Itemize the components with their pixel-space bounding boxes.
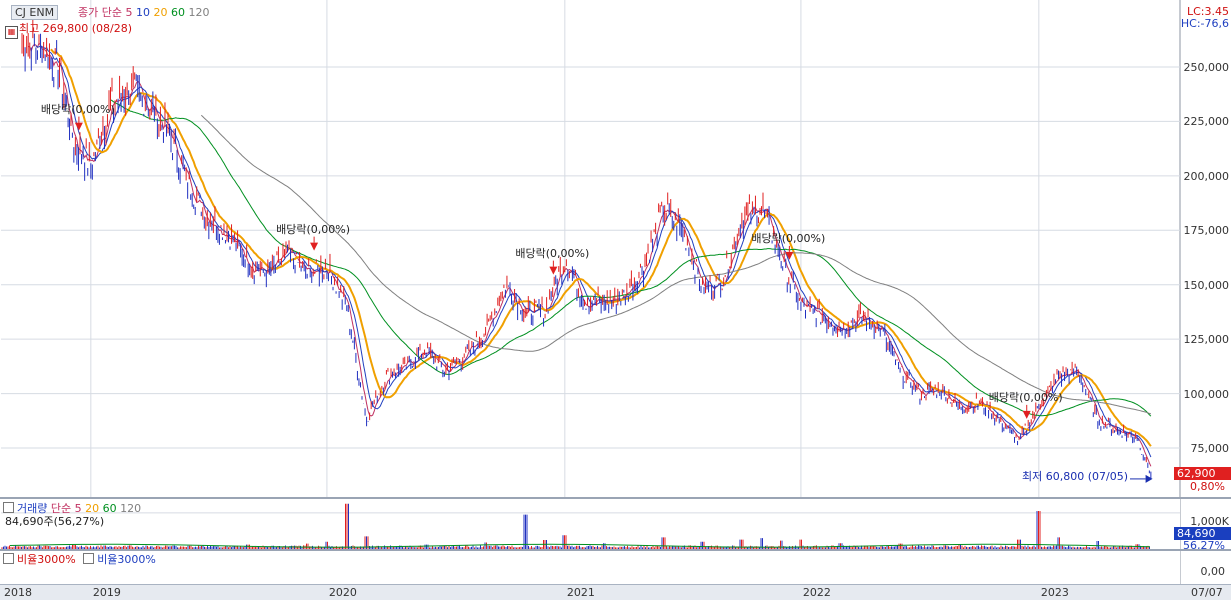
- dividend-label: 배당락(0,00%): [40, 102, 115, 116]
- ma-legend-prefix: 종가 단순: [78, 6, 122, 19]
- dividend-label: 배당락(0,00%): [988, 390, 1063, 404]
- ratio-item-1: 비율3000%: [17, 553, 76, 566]
- volume-ma-line: [9, 543, 1151, 548]
- volume-legend-title: 거래량: [17, 502, 48, 515]
- vol-ma-5-label[interactable]: 5: [74, 502, 82, 515]
- volume-current-box: 84,690: [1174, 527, 1231, 540]
- volume-checkbox[interactable]: [3, 502, 14, 513]
- ma-5-label[interactable]: 5: [125, 6, 133, 19]
- price-tick-label: 250,000: [1183, 61, 1230, 74]
- ratio-tick: 0,00: [1200, 565, 1226, 578]
- price-tick-label: 75,000: [1190, 442, 1230, 455]
- volume-current-pct: 56,27%: [1183, 539, 1225, 552]
- calendar-icon[interactable]: ▦: [5, 26, 18, 39]
- panel-divider-volume[interactable]: [0, 497, 1231, 499]
- panel-divider-ratio[interactable]: [0, 549, 1231, 551]
- ratio-item-2: 비율3000%: [97, 553, 156, 566]
- vol-ma-60-label[interactable]: 60: [102, 502, 117, 515]
- dividend-label: 배당락(0,00%): [751, 231, 826, 245]
- ma-10-line: [35, 45, 1152, 458]
- date-tick-label: 2018: [4, 586, 32, 599]
- high-price-label: ▦ 최고 269,800 (08/28): [5, 22, 132, 39]
- dividend-arrow-icon: [74, 122, 83, 131]
- stock-name-tab[interactable]: CJ ENM: [11, 5, 59, 20]
- volume-legend-prefix: 단순: [50, 502, 72, 515]
- price-panel-bg: [0, 0, 1231, 497]
- price-tick-label: 100,000: [1183, 387, 1230, 401]
- dividend-arrow-icon: [1022, 410, 1031, 419]
- date-axis: 2018 2019 2020 2021 2022 2023 07/07: [0, 584, 1231, 600]
- dividend-label: 배당락(0,00%): [515, 246, 590, 260]
- dividend-label: 배당락(0,00%): [276, 222, 350, 236]
- ma-60-label[interactable]: 60: [170, 6, 185, 19]
- current-change-label: 0,80%: [1190, 480, 1225, 493]
- ratio-legend: 비율3000% 비율3000%: [3, 553, 156, 566]
- ma-10-label[interactable]: 10: [135, 6, 150, 19]
- low-price-arrow-icon: [1145, 474, 1153, 483]
- date-tick-label: 2020: [328, 586, 357, 599]
- vol-ma-120-label[interactable]: 120: [120, 502, 142, 515]
- ratio-panel-bg: [0, 551, 1180, 584]
- ratio-checkbox-1[interactable]: [3, 553, 14, 564]
- ma-120-label[interactable]: 120: [188, 6, 210, 19]
- price-tick-label: 175,000: [1183, 224, 1230, 238]
- date-tick-label: 2023: [1040, 586, 1069, 599]
- dividend-arrow-icon: [785, 251, 794, 260]
- price-tick-label: 225,000: [1183, 115, 1230, 129]
- date-tick-label: 2022: [802, 586, 831, 599]
- vol-ma-20-label[interactable]: 20: [85, 502, 100, 515]
- date-tick-label: 07/07: [1191, 586, 1223, 599]
- date-tick-label: 2021: [566, 586, 595, 599]
- ma-legend: 종가 단순 5 10 20 60 120: [78, 6, 209, 19]
- volume-current-label: 84,690주(56,27%): [5, 515, 105, 528]
- date-tick-label: 2019: [92, 586, 121, 599]
- ma-20-label[interactable]: 20: [153, 6, 168, 19]
- current-price-box: 62,900: [1174, 467, 1231, 480]
- dividend-arrow-icon: [310, 242, 319, 251]
- price-tick-label: 150,000: [1183, 278, 1230, 292]
- lc-label: LC:3.45: [1186, 5, 1229, 18]
- price-tick-label: 200,000: [1183, 169, 1230, 183]
- volume-panel-bg: [0, 499, 1180, 549]
- price-tick-label: 125,000: [1183, 333, 1230, 347]
- low-price-label: 최저 60,800 (07/05): [1022, 470, 1129, 483]
- ma-120-line: [200, 114, 1152, 415]
- stock-name: CJ ENM: [15, 6, 55, 19]
- volume-tick-1000k: 1,000K: [1190, 515, 1229, 528]
- dividend-arrow-icon: [549, 266, 558, 275]
- ratio-checkbox-2[interactable]: [83, 553, 95, 564]
- volume-legend: 거래량 단순 5 20 60 120: [3, 502, 141, 515]
- hc-label: HC:-76,6: [1180, 17, 1229, 30]
